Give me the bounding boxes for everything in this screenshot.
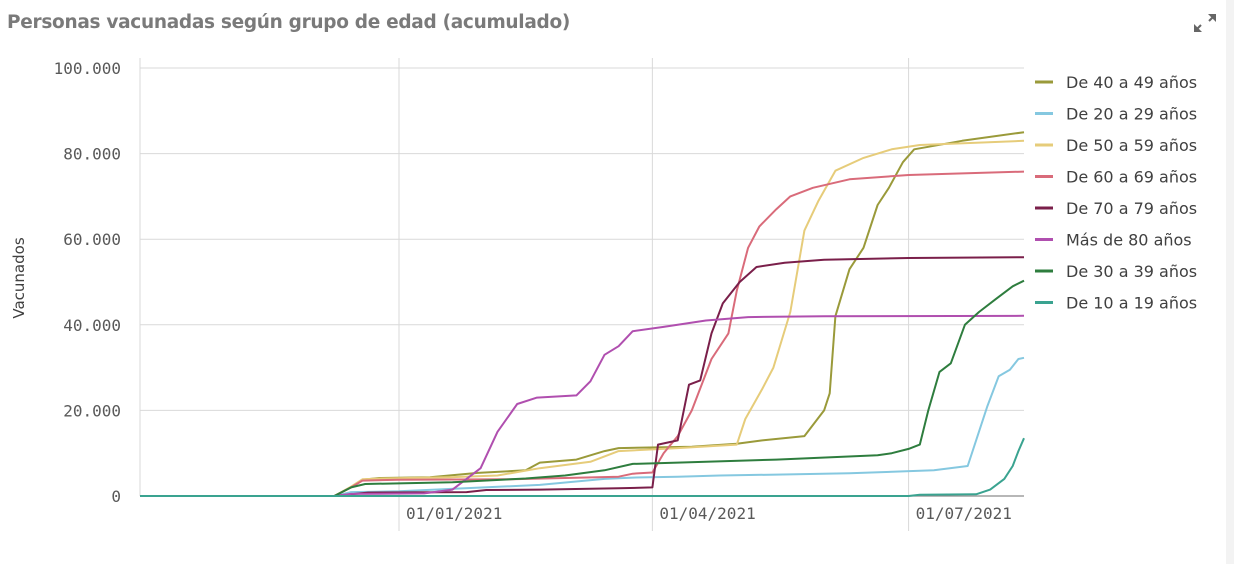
series-line [140, 314, 1025, 497]
x-tick-label: 01/04/2021 [659, 504, 755, 523]
legend-label: De 40 a 49 años [1066, 73, 1197, 92]
series-line [140, 437, 1025, 497]
series-line [140, 356, 1025, 497]
chart-title: Personas vacunadas según grupo de edad (… [7, 12, 571, 33]
legend-label: De 30 a 39 años [1066, 262, 1197, 281]
panel-scroll-edge [1226, 0, 1234, 564]
y-axis-title: Vacunados [10, 237, 28, 318]
x-tick-label: 01/07/2021 [916, 504, 1012, 523]
y-tick-label: 100.000 [54, 59, 121, 78]
series-line [140, 279, 1025, 497]
legend-label: Más de 80 años [1066, 231, 1192, 250]
series-line [140, 139, 1025, 497]
y-tick-label: 80.000 [63, 145, 121, 164]
legend-label: De 20 a 29 años [1066, 105, 1197, 124]
y-tick-label: 0 [111, 487, 121, 506]
y-tick-label: 60.000 [63, 230, 121, 249]
legend-label: De 60 a 69 años [1066, 168, 1197, 187]
legend-label: De 50 a 59 años [1066, 136, 1197, 155]
series-line [140, 131, 1025, 497]
y-tick-label: 40.000 [63, 316, 121, 335]
legend-label: De 70 a 79 años [1066, 199, 1197, 218]
y-tick-label: 20.000 [63, 401, 121, 420]
legend-label: De 10 a 19 años [1066, 294, 1197, 313]
expand-arrows-icon[interactable] [1190, 8, 1220, 38]
x-tick-label: 01/01/2021 [406, 504, 502, 523]
series-line [140, 170, 1025, 497]
series-line [140, 256, 1025, 497]
